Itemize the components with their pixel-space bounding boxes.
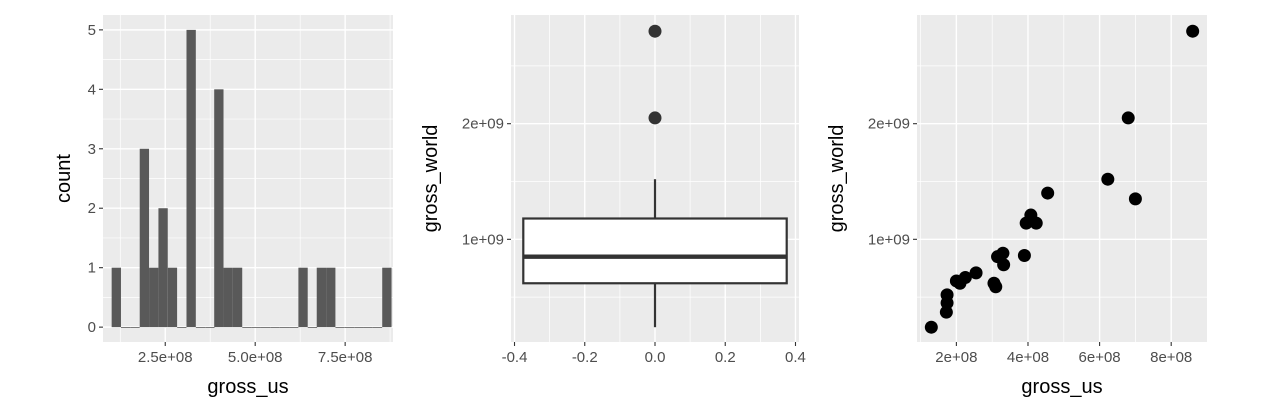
histogram-y-tick-label: 3 xyxy=(88,141,96,158)
scatter-y-tick-label: 1e+09 xyxy=(868,231,910,248)
boxplot-x-tick-label: -0.2 xyxy=(572,349,598,366)
histogram-bar xyxy=(363,327,373,328)
histogram-y-axis-title: count xyxy=(53,154,75,203)
histogram-bar xyxy=(289,327,299,328)
histogram-bar xyxy=(205,327,215,328)
histogram-bar xyxy=(223,267,233,328)
histogram-bar xyxy=(177,327,187,328)
histogram-bar xyxy=(242,327,252,328)
histogram-bar xyxy=(279,327,289,328)
histogram-panel: 2.5e+08 5.0e+08 7.5e+08 0 1 2 3 4 5 gross_us cou… xyxy=(53,15,393,398)
boxplot-outlier-point xyxy=(648,111,662,125)
histogram-bar xyxy=(372,327,383,328)
scatter-plot-area xyxy=(917,15,1207,342)
histogram-bar xyxy=(307,327,318,328)
boxplot-axes: -0.4 -0.2 0.0 0.2 0.4 1e+09 2e+09 xyxy=(462,116,806,366)
scatter-x-tick-label: 4e+08 xyxy=(1007,349,1049,366)
histogram-y-tick-label: 1 xyxy=(88,260,96,277)
histogram-x-axis-title: gross_us xyxy=(207,376,288,398)
boxplot-x-tick-label: 0.2 xyxy=(715,349,736,366)
histogram-y-tick-label: 0 xyxy=(88,319,96,336)
scatter-points xyxy=(924,24,1200,334)
boxplot-y-tick-label: 1e+09 xyxy=(462,231,504,248)
scatter-x-tick-label: 6e+08 xyxy=(1079,349,1121,366)
scatter-y-axis-title: gross_world xyxy=(826,125,848,233)
scatter-point xyxy=(1017,249,1031,263)
histogram-bar xyxy=(298,267,308,328)
scatter-point xyxy=(1186,24,1200,38)
boxplot-y-axis-title: gross_world xyxy=(420,125,442,233)
boxplot-marks xyxy=(522,24,788,328)
scatter-point xyxy=(997,258,1011,272)
histogram-bar xyxy=(326,267,336,328)
histogram-bar xyxy=(130,327,140,328)
histogram-bar xyxy=(354,327,364,328)
histogram-bar xyxy=(316,267,327,328)
scatter-y-tick-label: 2e+09 xyxy=(868,116,910,133)
histogram-bar xyxy=(111,267,121,328)
scatter-point xyxy=(1041,186,1055,200)
histogram-axes: 2.5e+08 5.0e+08 7.5e+08 0 1 2 3 4 5 xyxy=(88,22,373,366)
histogram-bar xyxy=(149,267,159,328)
boxplot-panel: -0.4 -0.2 0.0 0.2 0.4 1e+09 2e+09 gross_world xyxy=(420,15,806,366)
histogram-bar xyxy=(186,29,196,328)
boxplot-outlier-point xyxy=(648,24,662,38)
histogram-bar xyxy=(139,148,150,328)
histogram-bar xyxy=(251,327,261,328)
histogram-bar xyxy=(167,267,178,328)
histogram-bar xyxy=(158,208,168,328)
histogram-y-tick-label: 5 xyxy=(88,22,96,39)
scatter-x-tick-label: 2e+08 xyxy=(935,349,977,366)
histogram-bar xyxy=(195,327,206,328)
histogram-bar xyxy=(260,327,271,328)
scatter-axes: 2e+08 4e+08 6e+08 8e+08 1e+09 2e+09 xyxy=(868,116,1192,366)
scatter-point xyxy=(924,320,938,334)
scatter-point xyxy=(958,270,972,284)
scatter-point xyxy=(1128,192,1142,206)
histogram-bar xyxy=(121,327,131,328)
histogram-bar xyxy=(232,267,243,328)
scatter-point xyxy=(1121,111,1135,125)
scatter-point xyxy=(940,288,954,302)
histogram-y-tick-label: 2 xyxy=(88,200,96,217)
scatter-x-tick-label: 8e+08 xyxy=(1150,349,1192,366)
scatter-point xyxy=(989,280,1003,294)
histogram-bar xyxy=(214,89,224,328)
boxplot-x-tick-label: -0.4 xyxy=(502,349,528,366)
histogram-bars xyxy=(111,29,392,328)
scatter-point xyxy=(939,305,953,319)
boxplot-grid xyxy=(511,15,799,342)
histogram-x-tick-label: 7.5e+08 xyxy=(318,349,373,366)
scatter-point xyxy=(969,266,983,280)
boxplot-x-tick-label: 0.4 xyxy=(785,349,806,366)
histogram-y-tick-label: 4 xyxy=(88,81,96,98)
boxplot-box xyxy=(522,217,788,285)
boxplot-x-tick-label: 0.0 xyxy=(645,349,666,366)
boxplot-y-tick-label: 2e+09 xyxy=(462,116,504,133)
scatter-point xyxy=(996,246,1010,260)
histogram-bar xyxy=(382,267,392,328)
scatter-point xyxy=(1101,172,1115,186)
scatter-x-axis-title: gross_us xyxy=(1021,376,1102,398)
histogram-bar xyxy=(335,327,345,328)
histogram-x-tick-label: 5.0e+08 xyxy=(228,349,283,366)
histogram-x-tick-label: 2.5e+08 xyxy=(138,349,193,366)
histogram-bar xyxy=(270,327,280,328)
histogram-bar xyxy=(344,327,355,328)
scatter-point xyxy=(1029,216,1043,230)
